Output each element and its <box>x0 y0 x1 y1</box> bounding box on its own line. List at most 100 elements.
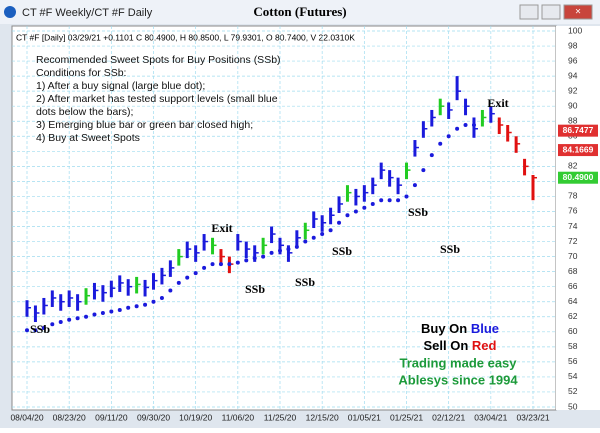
annotation: SSb <box>332 244 352 258</box>
y-tick-label: 60 <box>568 326 578 336</box>
y-tick-label: 70 <box>568 251 578 261</box>
support-dot <box>429 153 434 158</box>
window-buttons[interactable]: × <box>519 4 593 20</box>
x-tick-label: 02/12/21 <box>432 412 465 422</box>
support-dot <box>294 244 299 249</box>
support-dot <box>117 307 122 312</box>
y-tick-label: 90 <box>568 100 578 110</box>
title-bar <box>0 0 600 24</box>
support-dot <box>278 248 282 253</box>
support-dot <box>261 254 266 259</box>
support-dot <box>151 299 156 304</box>
y-tick-label: 88 <box>568 115 578 125</box>
support-dot <box>134 304 139 309</box>
x-tick-label: 08/04/20 <box>10 412 43 422</box>
support-dot <box>235 260 240 265</box>
x-tick-label: 11/25/20 <box>264 412 297 422</box>
support-dot <box>404 194 409 199</box>
support-dot <box>345 213 350 218</box>
support-dot <box>193 271 198 276</box>
x-tick-label: 01/25/21 <box>390 412 423 422</box>
support-dot <box>126 305 131 310</box>
legend-buy-text: Buy On <box>421 321 471 336</box>
support-dot <box>176 280 181 285</box>
y-tick-label: 100 <box>568 25 582 35</box>
y-tick-label: 68 <box>568 266 578 276</box>
tagline: Trading made easy <box>399 355 517 370</box>
support-dot <box>227 262 232 267</box>
support-dot <box>303 239 308 244</box>
support-dot <box>210 262 215 267</box>
support-dot <box>58 320 63 325</box>
y-tick-label: 50 <box>568 401 578 411</box>
y-tick-label: 52 <box>568 386 578 396</box>
price-marker-label: 80.4900 <box>563 172 594 182</box>
price-marker <box>558 144 598 157</box>
support-dot <box>143 302 148 307</box>
y-tick-label: 72 <box>568 236 578 246</box>
support-dot <box>252 256 257 261</box>
support-dot <box>41 326 46 331</box>
support-dot <box>100 311 105 315</box>
y-tick-label: 64 <box>568 296 578 306</box>
support-dot <box>75 316 80 321</box>
y-tick-label: 82 <box>568 161 578 171</box>
annotation: SSb <box>245 282 265 296</box>
support-dot <box>387 198 392 203</box>
y-axis-area <box>556 26 600 410</box>
x-tick-label: 12/15/20 <box>306 412 339 422</box>
price-marker <box>558 171 598 184</box>
support-dot <box>379 198 384 203</box>
support-dot <box>33 328 38 333</box>
support-dot <box>438 141 443 146</box>
x-tick-label: 09/30/20 <box>137 412 170 422</box>
price-marker <box>558 124 598 137</box>
support-dot <box>50 322 55 327</box>
support-dot <box>109 309 114 314</box>
support-dot <box>396 198 401 203</box>
y-tick-label: 58 <box>568 341 578 351</box>
annotation: Exit <box>487 96 508 110</box>
legend-sell: Sell On Red <box>424 338 497 353</box>
chart-header: CT #F [Daily] 03/29/21 +0.1101 C 80.4900… <box>16 32 355 42</box>
x-tick-label: 10/19/20 <box>179 412 212 422</box>
support-dot <box>92 312 97 317</box>
support-dot <box>455 126 460 131</box>
x-tick-label: 03/23/21 <box>516 412 549 422</box>
y-tick-label: 54 <box>568 371 578 381</box>
legend-blue: Blue <box>471 321 499 336</box>
support-dot <box>463 123 468 127</box>
annotation: SSb <box>408 205 428 219</box>
x-tick-label: 08/23/20 <box>53 412 86 422</box>
support-dot <box>328 228 333 233</box>
x-tick-label: 01/05/21 <box>348 412 381 422</box>
support-dot <box>353 209 358 214</box>
note-line: Conditions for SSb: <box>36 67 126 79</box>
legend-sell-text: Sell On <box>424 338 472 353</box>
brand: Ablesys since 1994 <box>398 372 518 387</box>
note-line: Recommended Sweet Spots for Buy Position… <box>36 54 281 66</box>
note-line: 4) Buy at Sweet Spots <box>36 132 140 144</box>
support-dot <box>320 232 325 237</box>
support-dot <box>67 317 72 322</box>
support-dot <box>218 262 223 267</box>
y-tick-label: 76 <box>568 206 578 216</box>
support-dot <box>168 288 173 293</box>
y-tick-label: 74 <box>568 221 578 231</box>
support-dot <box>471 123 476 127</box>
annotation: SSb <box>295 275 315 289</box>
support-dot <box>269 250 274 255</box>
support-dot <box>25 328 29 333</box>
svg-text:×: × <box>575 7 581 18</box>
support-dot <box>370 201 375 206</box>
y-tick-label: 92 <box>568 85 578 95</box>
y-tick-label: 62 <box>568 311 578 321</box>
note-line: 1) After a buy signal (large blue dot); <box>36 80 205 92</box>
support-dot <box>362 205 367 210</box>
note-line: 2) After market has tested support level… <box>36 93 278 105</box>
x-tick-label: 11/06/20 <box>222 412 255 422</box>
support-dot <box>337 220 342 225</box>
legend-buy: Buy On Blue <box>421 321 499 336</box>
annotation: Exit <box>211 221 232 235</box>
